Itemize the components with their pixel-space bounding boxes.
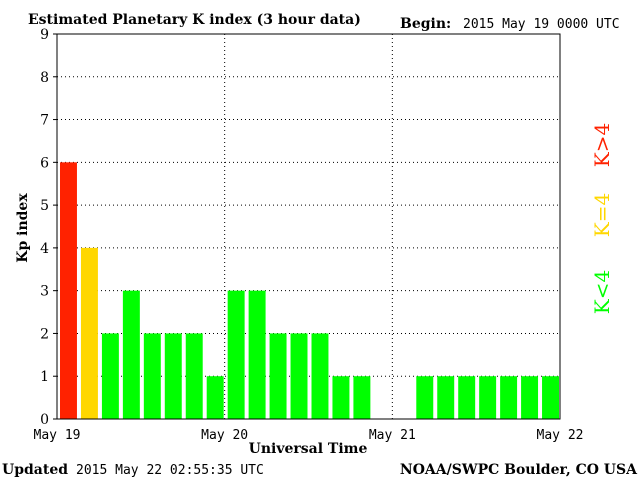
kp-bar <box>521 376 539 419</box>
y-tick-label: 8 <box>40 70 49 86</box>
kp-bar <box>80 247 98 419</box>
kp-bar <box>416 376 434 419</box>
y-tick-label: 7 <box>40 113 49 129</box>
legend-storm: K>4 <box>590 123 614 167</box>
kp-bar <box>500 376 518 419</box>
kp-bar <box>206 376 224 419</box>
kp-bar <box>437 376 455 419</box>
x-axis-label: Universal Time <box>249 441 368 457</box>
y-tick-label: 5 <box>40 198 49 214</box>
kp-bar <box>353 376 371 419</box>
kp-bar <box>164 333 182 419</box>
kp-bar <box>458 376 476 419</box>
kp-bar <box>122 290 140 419</box>
y-tick-label: 9 <box>40 27 49 43</box>
x-tick-label: May 22 <box>537 428 584 443</box>
updated-value: 2015 May 22 02:55:35 UTC <box>76 463 264 478</box>
kp-bar <box>290 333 308 419</box>
x-tick-labels: May 19 May 20 May 21 May 22 <box>34 428 584 443</box>
begin-value: 2015 May 19 0000 UTC <box>463 17 620 32</box>
kp-bar <box>311 333 329 419</box>
chart-title: Estimated Planetary K index (3 hour data… <box>28 12 361 28</box>
x-tick-label: May 20 <box>201 428 248 443</box>
x-tick-label: May 21 <box>369 428 416 443</box>
y-tick-label: 1 <box>40 369 49 385</box>
kp-bar <box>479 376 497 419</box>
kp-bar <box>227 290 245 419</box>
y-tick-label: 6 <box>40 155 49 171</box>
y-axis-label: Kp index <box>15 193 31 263</box>
plot-frame <box>56 33 561 420</box>
kp-bar <box>60 162 77 420</box>
kp-bar <box>332 376 350 419</box>
y-tick-label: 2 <box>40 326 49 342</box>
begin-label: Begin: <box>400 16 451 32</box>
source-credit: NOAA/SWPC Boulder, CO USA <box>400 462 638 478</box>
kp-bar <box>101 333 119 419</box>
updated-label: Updated <box>2 462 68 478</box>
y-tick-label: 4 <box>40 241 49 257</box>
legend-active: K=4 <box>590 193 614 237</box>
y-tick-labels: 0 1 2 3 4 5 6 7 8 9 <box>40 27 57 428</box>
y-tick-label: 3 <box>40 284 49 300</box>
legend-quiet: K<4 <box>590 270 614 314</box>
y-tick-label: 0 <box>40 412 49 428</box>
kp-bar <box>143 333 161 419</box>
kp-bar <box>248 290 266 419</box>
grid-lines <box>57 34 560 419</box>
kp-bar <box>269 333 287 419</box>
bars <box>60 162 559 420</box>
kp-bar <box>185 333 203 419</box>
x-tick-label: May 19 <box>34 428 81 443</box>
kp-bar <box>542 376 559 419</box>
